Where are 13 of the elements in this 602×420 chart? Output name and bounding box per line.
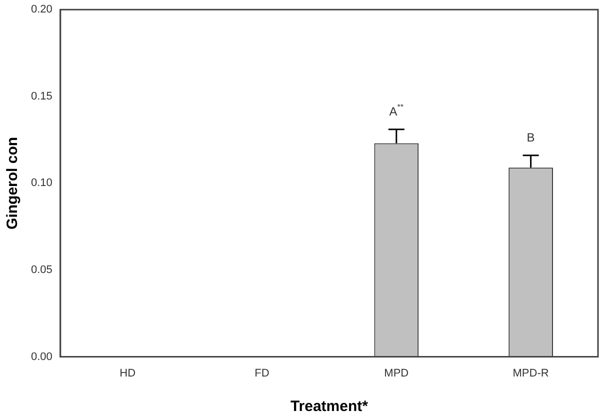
x-axis-title: Treatment* — [290, 398, 368, 416]
x-tick-label: MPD — [384, 367, 409, 380]
annotation: B — [526, 130, 535, 144]
y-axis-title: Gingerol con — [4, 136, 22, 230]
y-tick-label: 0.10 — [30, 177, 52, 190]
y-tick-label: 0.00 — [30, 350, 52, 363]
y-tick-label: 0.20 — [30, 4, 52, 16]
y-tick-label: 0.15 — [30, 90, 52, 102]
x-tick-label: MPD-R — [512, 367, 549, 380]
x-tick-label: FD — [254, 367, 270, 380]
annotation: A** — [389, 102, 404, 118]
y-tick-label: 0.05 — [30, 264, 52, 276]
x-tick-label: HD — [120, 367, 136, 380]
